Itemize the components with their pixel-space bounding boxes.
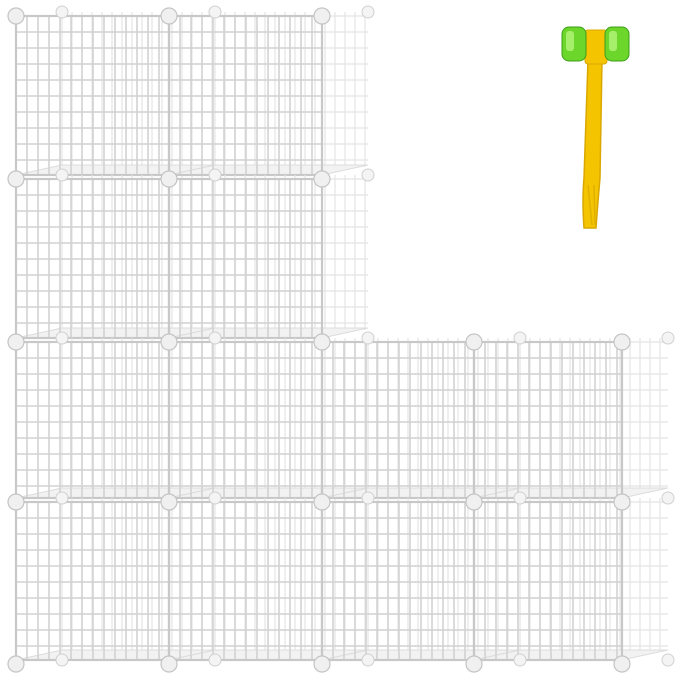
connector-back xyxy=(55,331,69,345)
connector xyxy=(313,493,331,511)
rubber-mallet xyxy=(561,26,630,229)
connector xyxy=(160,333,178,351)
wire-cube-shelf xyxy=(7,5,675,673)
connector-back xyxy=(513,331,527,345)
connector-back xyxy=(208,5,222,19)
highlight xyxy=(566,31,574,51)
connector xyxy=(465,655,483,673)
connector xyxy=(160,7,178,25)
connector-back xyxy=(661,491,675,505)
connector xyxy=(613,655,631,673)
connector xyxy=(613,333,631,351)
connector-back xyxy=(513,653,527,667)
connector-back xyxy=(513,491,527,505)
connector xyxy=(7,170,25,188)
connector xyxy=(160,655,178,673)
connector xyxy=(313,333,331,351)
connector-back xyxy=(208,168,222,182)
connector xyxy=(313,7,331,25)
connector xyxy=(7,493,25,511)
connector-back xyxy=(361,168,375,182)
connector xyxy=(7,655,25,673)
connector-back xyxy=(661,331,675,345)
connector-back xyxy=(361,331,375,345)
connector-back xyxy=(55,653,69,667)
connector-back xyxy=(361,5,375,19)
connector-back xyxy=(208,331,222,345)
connector-back xyxy=(208,653,222,667)
panel-frame xyxy=(472,340,624,500)
connector xyxy=(7,7,25,25)
connector-back xyxy=(661,653,675,667)
highlight xyxy=(609,31,617,51)
connector-back xyxy=(55,491,69,505)
connector xyxy=(613,493,631,511)
panel-frame xyxy=(472,500,624,662)
mallet-head-center xyxy=(584,29,608,65)
connector xyxy=(313,655,331,673)
connector xyxy=(465,493,483,511)
connector xyxy=(160,493,178,511)
connector-back xyxy=(361,491,375,505)
connector xyxy=(313,170,331,188)
connector-back xyxy=(55,168,69,182)
handle-grip xyxy=(587,184,596,226)
connector xyxy=(465,333,483,351)
connector-back xyxy=(208,491,222,505)
connector xyxy=(7,333,25,351)
connector-back xyxy=(361,653,375,667)
connector xyxy=(160,170,178,188)
connector-back xyxy=(55,5,69,19)
